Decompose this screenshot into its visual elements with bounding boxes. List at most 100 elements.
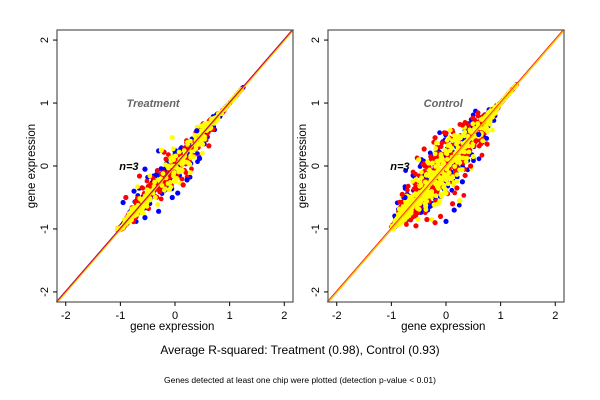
data-point-replicate-pair-3 xyxy=(194,124,200,130)
outlier-point-replicate-pair-2 xyxy=(449,201,456,207)
data-point-replicate-pair-3 xyxy=(433,193,439,199)
r-squared-caption: Average R-squared: Treatment (0.98), Con… xyxy=(160,343,440,357)
data-point-replicate-pair-3 xyxy=(470,121,476,127)
data-point-replicate-pair-3 xyxy=(490,127,495,133)
data-point-replicate-pair-3 xyxy=(462,149,467,155)
data-point-replicate-pair-3 xyxy=(472,125,477,131)
data-point-replicate-pair-3 xyxy=(176,149,182,155)
y-tick-label: 1 xyxy=(39,100,51,106)
x-axis-label: gene expression xyxy=(130,321,214,333)
outlier-point-replicate-pair-2 xyxy=(437,213,444,219)
data-point-replicate-pair-3 xyxy=(410,179,415,184)
n-annotation: n=3 xyxy=(119,161,138,173)
data-point-replicate-pair-3 xyxy=(449,145,455,151)
data-point-replicate-pair-3 xyxy=(423,204,428,209)
data-point-replicate-pair-3 xyxy=(451,180,457,186)
data-point-replicate-pair-3 xyxy=(185,142,191,147)
y-tick-label: 2 xyxy=(39,37,51,43)
data-point-replicate-pair-3 xyxy=(420,194,426,200)
data-point-replicate-pair-1 xyxy=(437,130,442,136)
outlier-point-replicate-pair-1 xyxy=(120,199,126,206)
data-point-replicate-pair-3 xyxy=(439,193,445,199)
data-point-replicate-pair-3 xyxy=(429,217,435,222)
data-point-replicate-pair-3 xyxy=(417,201,423,207)
data-point-replicate-pair-2 xyxy=(139,185,145,191)
data-point-replicate-pair-2 xyxy=(452,190,458,196)
data-point-replicate-pair-2 xyxy=(158,196,164,202)
outlier-point-replicate-pair-1 xyxy=(443,218,449,225)
outlier-point-replicate-pair-1 xyxy=(196,155,203,162)
outlier-point-replicate-pair-2 xyxy=(421,146,427,152)
x-tick-label: -1 xyxy=(115,310,125,322)
x-tick-label: -2 xyxy=(61,310,71,322)
reference-line-strand xyxy=(57,29,295,303)
data-point-replicate-pair-2 xyxy=(466,122,472,128)
data-point-replicate-pair-3 xyxy=(167,180,173,185)
outlier-point-replicate-pair-2 xyxy=(180,182,186,188)
data-point-replicate-pair-3 xyxy=(419,169,424,175)
data-point-replicate-pair-1 xyxy=(484,136,490,141)
data-point-replicate-pair-3 xyxy=(202,134,208,140)
data-point-replicate-pair-2 xyxy=(144,178,150,184)
x-axis-label: gene expression xyxy=(401,321,485,333)
outlier-point-replicate-pair-1 xyxy=(194,128,200,134)
data-point-replicate-pair-3 xyxy=(431,202,437,208)
data-point-replicate-pair-3 xyxy=(446,170,452,176)
data-point-replicate-pair-3 xyxy=(155,202,161,207)
x-tick-label: -2 xyxy=(332,310,342,322)
data-point-replicate-pair-2 xyxy=(405,183,411,189)
outlier-point-replicate-pair-3 xyxy=(470,153,476,160)
outlier-point-replicate-pair-1 xyxy=(184,177,190,183)
data-point-replicate-pair-3 xyxy=(174,176,180,181)
data-point-replicate-pair-2 xyxy=(404,222,409,227)
outlier-point-replicate-pair-1 xyxy=(175,190,181,196)
data-point-replicate-pair-3 xyxy=(438,152,444,157)
data-point-replicate-pair-3 xyxy=(417,197,423,203)
data-point-replicate-pair-3 xyxy=(413,177,419,182)
data-point-replicate-pair-3 xyxy=(179,162,185,168)
data-point-replicate-pair-3 xyxy=(419,175,424,181)
outlier-point-replicate-pair-2 xyxy=(399,191,405,197)
outlier-point-replicate-pair-1 xyxy=(451,207,457,213)
y-axis: -2 -1 0 1 2 xyxy=(310,37,328,297)
data-point-replicate-pair-3 xyxy=(145,187,150,193)
data-point-replicate-pair-3 xyxy=(434,158,440,164)
data-point-replicate-pair-2 xyxy=(412,212,418,218)
data-point-replicate-pair-3 xyxy=(403,204,409,210)
data-point-replicate-pair-2 xyxy=(479,152,485,158)
reference-line xyxy=(55,29,295,303)
y-tick-label: -2 xyxy=(310,287,322,297)
x-tick-label: 1 xyxy=(498,310,504,322)
outlier-point-replicate-pair-3 xyxy=(169,135,175,141)
outlier-point-replicate-pair-2 xyxy=(424,216,430,223)
data-point-replicate-pair-3 xyxy=(460,155,466,161)
outlier-point-replicate-pair-1 xyxy=(459,179,465,185)
data-point-replicate-pair-3 xyxy=(431,170,437,176)
data-point-replicate-pair-3 xyxy=(440,162,446,168)
reference-line xyxy=(326,29,566,303)
data-point-replicate-pair-2 xyxy=(413,171,418,177)
outlier-point-replicate-pair-3 xyxy=(457,198,463,204)
data-point-replicate-pair-3 xyxy=(483,123,489,129)
data-point-replicate-pair-2 xyxy=(438,144,444,150)
data-point-replicate-pair-3 xyxy=(396,222,402,228)
outlier-point-replicate-pair-2 xyxy=(467,163,474,169)
outlier-point-replicate-pair-2 xyxy=(454,185,460,191)
x-axis: -2 -1 0 1 2 xyxy=(332,302,558,322)
data-point-replicate-pair-3 xyxy=(434,140,439,146)
data-point-replicate-pair-3 xyxy=(441,190,447,195)
data-point-replicate-pair-3 xyxy=(147,173,153,179)
reference-line-strand xyxy=(328,29,566,303)
data-point-replicate-pair-3 xyxy=(200,141,206,147)
data-point-replicate-pair-3 xyxy=(161,187,167,193)
data-point-replicate-pair-3 xyxy=(202,121,208,127)
data-point-replicate-pair-2 xyxy=(461,193,467,198)
data-point-replicate-pair-2 xyxy=(166,152,171,158)
data-point-replicate-pair-3 xyxy=(437,175,443,181)
data-point-replicate-pair-3 xyxy=(446,135,451,141)
data-point-replicate-pair-3 xyxy=(173,153,179,159)
data-point-replicate-pair-3 xyxy=(405,198,411,203)
data-point-replicate-pair-3 xyxy=(170,146,176,152)
reference-line-strand xyxy=(327,29,565,303)
